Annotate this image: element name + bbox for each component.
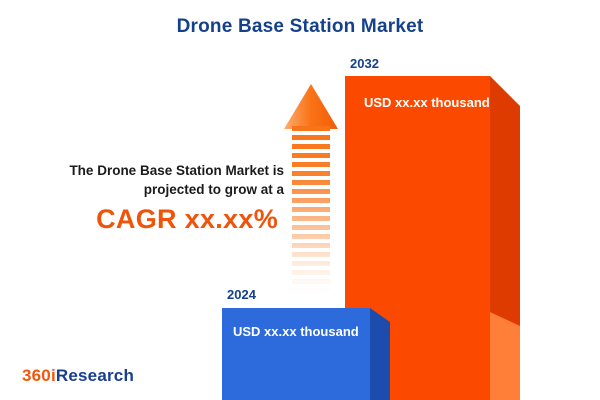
bar-2032-side-light [490, 312, 520, 400]
growth-arrow-icon [284, 84, 338, 294]
bar-2024-side [370, 308, 390, 400]
bar-2024-year-label: 2024 [227, 287, 256, 302]
tagline-line2: projected to grow at a [143, 181, 284, 197]
bar-2024-front [222, 308, 370, 400]
brand-logo-research: Research [55, 366, 135, 385]
cagr-text: CAGR xx.xx% [96, 204, 278, 234]
bar-2032-value-label: USD xx.xx thousand [364, 95, 490, 110]
brand-logo: 360iResearch [22, 366, 134, 386]
tagline-line1: The Drone Base Station Market is [69, 163, 284, 178]
bar-2024-value-label: USD xx.xx thousand [233, 324, 359, 339]
arrow-shaft-stripes [292, 126, 330, 292]
bar-2032-year-label: 2032 [350, 56, 379, 71]
page-title: Drone Base Station Market [176, 16, 424, 37]
tagline-text: The Drone Base Station Market is project… [24, 162, 284, 200]
brand-logo-360i: 360i [22, 366, 56, 385]
arrow-head-icon [284, 84, 338, 129]
